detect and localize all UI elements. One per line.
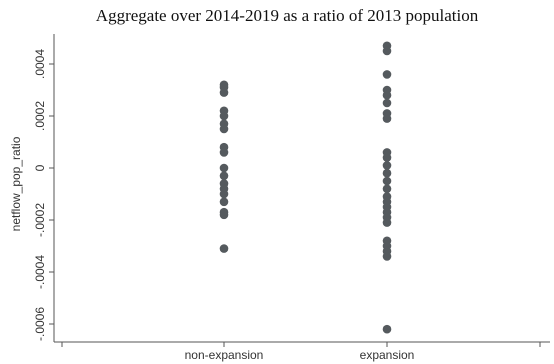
data-point: [219, 244, 229, 253]
data-point: [219, 163, 229, 173]
y-tick-label: 0: [33, 164, 47, 171]
data-point: [382, 184, 392, 194]
data-point: [219, 210, 229, 220]
data-point: [219, 171, 229, 181]
data-point: [382, 176, 392, 186]
axes: -.0006 -.0004 -.0002 0 .0002 .0004 non-expansi…: [33, 34, 550, 362]
y-axis-label: netflow_pop_ratio: [9, 136, 23, 231]
data-point: [219, 124, 229, 134]
data-point: [382, 98, 392, 108]
data-point: [219, 189, 229, 199]
data-point: [382, 153, 392, 162]
data-point: [382, 90, 392, 100]
data-point: [382, 168, 392, 178]
data-point: [219, 111, 229, 121]
data-point: [219, 197, 229, 207]
x-tick-label: non-expansion: [185, 348, 264, 362]
y-tick-label: -.0002: [33, 203, 47, 237]
y-tick-label: .0004: [33, 49, 47, 79]
data-point: [382, 218, 392, 227]
y-tick-label: .0002: [33, 101, 47, 131]
data-point: [382, 324, 392, 334]
data-point: [219, 88, 229, 97]
data-points: [219, 41, 392, 334]
data-point: [219, 148, 229, 157]
x-tick-label: expansion: [360, 348, 415, 362]
data-point: [382, 46, 392, 56]
data-point: [382, 252, 392, 261]
chart-title: Aggregate over 2014-2019 as a ratio of 2…: [96, 6, 479, 25]
y-tick-label: -.0004: [33, 255, 47, 289]
data-point: [382, 114, 392, 123]
y-tick-label: -.0006: [33, 307, 47, 341]
data-point: [382, 161, 392, 170]
data-point: [382, 70, 392, 79]
